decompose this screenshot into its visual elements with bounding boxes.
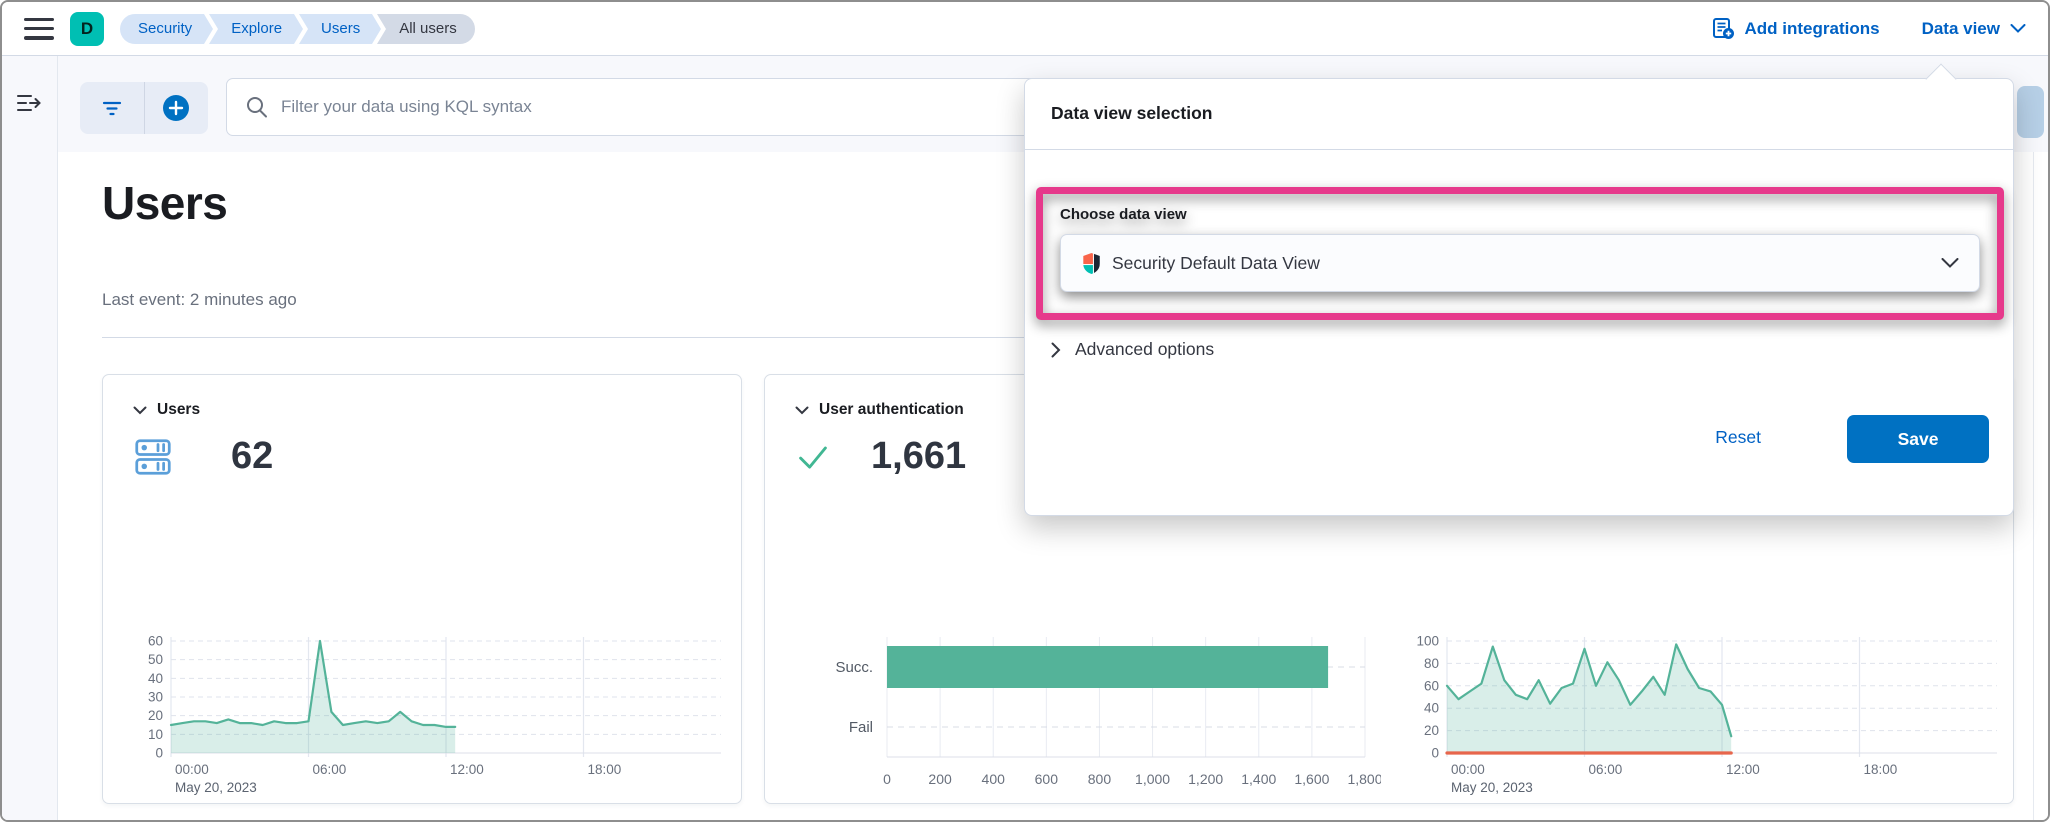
filter-icon [102, 101, 121, 116]
svg-text:400: 400 [982, 771, 1006, 787]
svg-text:60: 60 [1424, 678, 1439, 693]
chevron-down-icon [133, 406, 147, 414]
svg-text:Fail: Fail [849, 719, 873, 736]
auth-card-header[interactable]: User authentication [795, 401, 964, 419]
breadcrumb-explore[interactable]: Explore [219, 13, 295, 44]
security-shield-icon [1083, 252, 1100, 274]
menu-icon[interactable] [24, 17, 54, 40]
svg-text:10: 10 [148, 727, 163, 742]
breadcrumb-users[interactable]: Users [309, 13, 373, 44]
choose-data-view-label: Choose data view [1060, 206, 1187, 223]
svg-text:1,000: 1,000 [1135, 771, 1170, 787]
check-icon [799, 446, 827, 469]
svg-text:06:00: 06:00 [1589, 762, 1623, 777]
svg-text:12:00: 12:00 [1726, 762, 1760, 777]
svg-text:40: 40 [148, 671, 163, 686]
svg-text:18:00: 18:00 [1864, 762, 1898, 777]
svg-text:50: 50 [148, 652, 163, 667]
filter-menu-button[interactable] [80, 82, 144, 134]
add-integrations-label: Add integrations [1744, 18, 1880, 38]
page-title: Users [102, 177, 228, 229]
add-integrations-button[interactable]: Add integrations [1712, 17, 1880, 40]
add-integrations-icon [1712, 18, 1734, 39]
chevron-right-icon [1051, 342, 1061, 357]
svg-text:0: 0 [1431, 746, 1439, 761]
filter-button-group [80, 82, 208, 134]
date-picker-partial[interactable] [2017, 86, 2044, 138]
add-filter-button[interactable] [143, 82, 209, 134]
auth-count-value: 1,661 [871, 435, 967, 477]
data-view-popover: Data view selection Choose data view Sec… [1024, 63, 2014, 516]
chevron-down-icon [2010, 24, 2026, 33]
svg-text:60: 60 [148, 634, 163, 649]
breadcrumb-all-users: All users [387, 13, 475, 44]
auth-count-stat: 1,661 [795, 435, 966, 478]
popover-divider [1025, 149, 2013, 150]
users-count-value: 62 [231, 435, 274, 477]
svg-text:1,200: 1,200 [1188, 771, 1223, 787]
space-avatar[interactable]: D [70, 11, 104, 46]
collapsed-sidebar [2, 56, 58, 820]
popover-title: Data view selection [1051, 103, 1213, 123]
breadcrumb-separator-icon [372, 13, 388, 44]
chevron-down-icon [795, 406, 809, 414]
svg-text:0: 0 [155, 746, 163, 761]
scroll-gutter [2033, 56, 2034, 820]
svg-text:200: 200 [928, 771, 952, 787]
svg-text:18:00: 18:00 [588, 762, 622, 777]
data-view-select[interactable]: Security Default Data View [1060, 234, 1980, 292]
last-event-text: Last event: 2 minutes ago [102, 290, 297, 309]
svg-text:1,800: 1,800 [1347, 771, 1381, 787]
breadcrumb-separator-icon [204, 13, 220, 44]
data-view-label: Data view [1921, 18, 2000, 38]
auth-result-bar-chart: Succ. Fail 0 200 400 600 800 1,000 1,200 1,400 1,6… [835, 637, 1381, 787]
reset-button[interactable]: Reset [1715, 427, 1761, 447]
breadcrumb: Security Explore Users All users [120, 13, 475, 44]
svg-text:1,400: 1,400 [1241, 771, 1276, 787]
svg-text:20: 20 [148, 708, 163, 723]
advanced-options-toggle[interactable]: Advanced options [1051, 339, 1214, 360]
chevron-down-icon [1941, 258, 1959, 268]
svg-text:20: 20 [1424, 723, 1439, 738]
svg-text:May 20, 2023: May 20, 2023 [175, 780, 257, 795]
users-kpi-card: Users 62 0 10 20 30 40 50 60 00:00 06:00 12:00 18:… [102, 374, 742, 804]
save-button[interactable]: Save [1847, 415, 1989, 463]
expand-sidebar-icon[interactable] [16, 92, 42, 114]
svg-text:800: 800 [1088, 771, 1112, 787]
auth-over-time-chart: 0 20 40 60 80 100 00:00 06:00 12:00 18:00 May 20, … [1416, 634, 1997, 795]
svg-text:May 20, 2023: May 20, 2023 [1451, 780, 1533, 795]
users-card-header[interactable]: Users [133, 401, 200, 419]
data-view-menu-button[interactable]: Data view [1922, 19, 2026, 39]
advanced-options-label: Advanced options [1075, 339, 1215, 359]
users-count-stat: 62 [133, 435, 273, 478]
search-icon [247, 97, 267, 118]
svg-text:0: 0 [883, 771, 891, 787]
svg-text:80: 80 [1424, 656, 1439, 671]
breadcrumb-separator-icon [294, 13, 310, 44]
users-over-time-chart: 0 10 20 30 40 50 60 00:00 06:00 12:00 18:00 May 20,… [148, 634, 721, 795]
svg-text:600: 600 [1035, 771, 1059, 787]
auth-card-title: User authentication [819, 401, 964, 418]
svg-text:00:00: 00:00 [1451, 762, 1485, 777]
svg-text:00:00: 00:00 [175, 762, 209, 777]
annotation-highlight-box: Choose data view Security Default Data V… [1036, 187, 2004, 320]
svg-text:12:00: 12:00 [450, 762, 484, 777]
svg-text:30: 30 [148, 690, 163, 705]
users-card-title: Users [157, 401, 201, 418]
storage-icon [135, 438, 171, 475]
plus-circle-icon [163, 95, 190, 121]
svg-text:40: 40 [1424, 701, 1439, 716]
svg-text:100: 100 [1416, 634, 1439, 649]
svg-text:06:00: 06:00 [313, 762, 347, 777]
svg-text:Succ.: Succ. [835, 659, 873, 676]
top-navigation-bar: D Security Explore Users All users Add i… [2, 2, 2048, 56]
svg-text:1,600: 1,600 [1294, 771, 1329, 787]
selected-data-view-value: Security Default Data View [1112, 252, 1320, 273]
breadcrumb-security[interactable]: Security [120, 13, 205, 44]
